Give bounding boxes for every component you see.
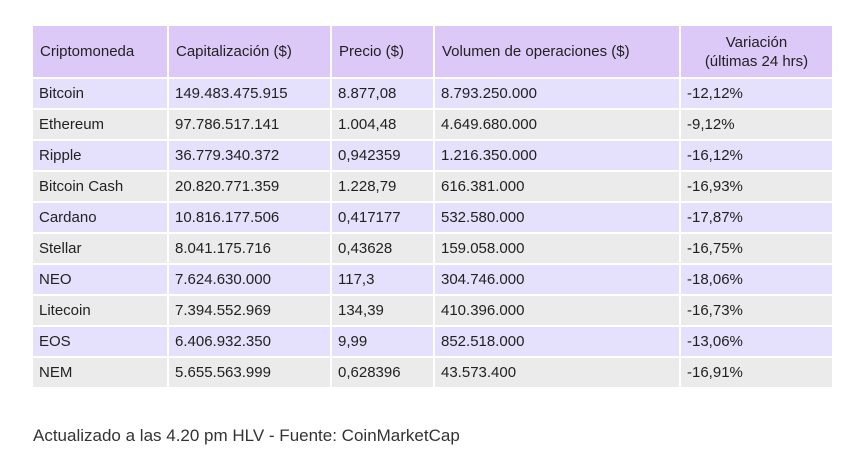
- cell-change: -16,75%: [680, 233, 832, 265]
- cell-market-cap: 6.406.932.350: [168, 326, 332, 358]
- table-header-row: Criptomoneda Capitalización ($) Precio (…: [33, 26, 832, 79]
- table-row: Litecoin 7.394.552.969 134,39 410.396.000 -1…: [33, 295, 832, 327]
- cell-market-cap: 5.655.563.999: [168, 357, 332, 389]
- cell-market-cap: 97.786.517.141: [168, 109, 332, 141]
- cell-market-cap: 36.779.340.372: [168, 140, 332, 172]
- col-header-change-title: Variación: [725, 33, 788, 51]
- cell-price: 0,942359: [331, 140, 435, 172]
- cell-price: 1.004,48: [331, 109, 435, 141]
- cell-currency: Bitcoin Cash: [33, 171, 169, 203]
- cell-market-cap: 8.041.175.716: [168, 233, 332, 265]
- cell-currency: Bitcoin: [33, 78, 169, 110]
- cell-volume: 410.396.000: [434, 295, 681, 327]
- cell-market-cap: 7.624.630.000: [168, 264, 332, 296]
- cell-currency: Stellar: [33, 233, 169, 265]
- table-row: Ethereum 97.786.517.141 1.004,48 4.649.680.…: [33, 109, 832, 141]
- table-row: NEO 7.624.630.000 117,3 304.746.000 -18,06%: [33, 264, 832, 296]
- cell-change: -16,91%: [680, 357, 832, 389]
- cell-change: -17,87%: [680, 202, 832, 234]
- table-row: EOS 6.406.932.350 9,99 852.518.000 -13,06%: [33, 326, 832, 358]
- col-header-volume: Volumen de operaciones ($): [434, 26, 681, 79]
- cell-volume: 159.058.000: [434, 233, 681, 265]
- col-header-market-cap: Capitalización ($): [168, 26, 332, 79]
- table-row: Cardano 10.816.177.506 0,417177 532.580.000…: [33, 202, 832, 234]
- cell-price: 0,417177: [331, 202, 435, 234]
- cell-price: 0,43628: [331, 233, 435, 265]
- cell-change: -12,12%: [680, 78, 832, 110]
- cell-currency: Cardano: [33, 202, 169, 234]
- cell-change: -13,06%: [680, 326, 832, 358]
- cell-price: 1.228,79: [331, 171, 435, 203]
- cell-volume: 4.649.680.000: [434, 109, 681, 141]
- col-header-change-subtitle: (últimas 24 hrs): [704, 52, 809, 70]
- cell-currency: EOS: [33, 326, 169, 358]
- col-header-currency: Criptomoneda: [33, 26, 169, 79]
- cell-price: 9,99: [331, 326, 435, 358]
- cell-currency: Ethereum: [33, 109, 169, 141]
- source-note: Actualizado a las 4.20 pm HLV - Fuente: …: [33, 426, 460, 445]
- cell-market-cap: 10.816.177.506: [168, 202, 332, 234]
- cell-volume: 532.580.000: [434, 202, 681, 234]
- cell-currency: NEO: [33, 264, 169, 296]
- cell-volume: 304.746.000: [434, 264, 681, 296]
- col-header-price: Precio ($): [331, 26, 435, 79]
- table-row: Bitcoin Cash 20.820.771.359 1.228,79 616.38…: [33, 171, 832, 203]
- cell-volume: 8.793.250.000: [434, 78, 681, 110]
- cell-change: -18,06%: [680, 264, 832, 296]
- col-header-change: Variación (últimas 24 hrs): [680, 26, 832, 79]
- cell-market-cap: 149.483.475.915: [168, 78, 332, 110]
- cell-currency: Ripple: [33, 140, 169, 172]
- cell-volume: 1.216.350.000: [434, 140, 681, 172]
- cell-price: 0,628396: [331, 357, 435, 389]
- cell-volume: 43.573.400: [434, 357, 681, 389]
- table-row: Stellar 8.041.175.716 0,43628 159.058.000 -1…: [33, 233, 832, 265]
- cell-market-cap: 7.394.552.969: [168, 295, 332, 327]
- cell-price: 117,3: [331, 264, 435, 296]
- cell-volume: 616.381.000: [434, 171, 681, 203]
- cell-change: -16,12%: [680, 140, 832, 172]
- cell-change: -16,73%: [680, 295, 832, 327]
- cell-change: -9,12%: [680, 109, 832, 141]
- table-row: Bitcoin 149.483.475.915 8.877,08 8.793.250.…: [33, 78, 832, 110]
- cell-volume: 852.518.000: [434, 326, 681, 358]
- cell-price: 134,39: [331, 295, 435, 327]
- crypto-table: Criptomoneda Capitalización ($) Precio (…: [33, 26, 832, 389]
- table-row: NEM 5.655.563.999 0,628396 43.573.400 -16,91…: [33, 357, 832, 389]
- table-row: Ripple 36.779.340.372 0,942359 1.216.350.00…: [33, 140, 832, 172]
- cell-currency: NEM: [33, 357, 169, 389]
- cell-currency: Litecoin: [33, 295, 169, 327]
- cell-price: 8.877,08: [331, 78, 435, 110]
- cell-change: -16,93%: [680, 171, 832, 203]
- cell-market-cap: 20.820.771.359: [168, 171, 332, 203]
